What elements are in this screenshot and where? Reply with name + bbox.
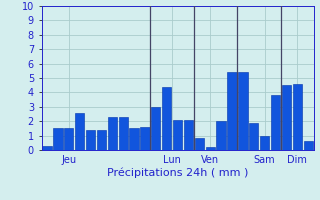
Bar bbox=[217, 121, 226, 150]
Bar bbox=[86, 130, 95, 150]
Bar bbox=[228, 72, 236, 150]
Bar bbox=[282, 85, 291, 150]
Bar bbox=[184, 120, 193, 150]
X-axis label: Précipitations 24h ( mm ): Précipitations 24h ( mm ) bbox=[107, 168, 248, 178]
Bar bbox=[249, 123, 258, 150]
Bar bbox=[108, 117, 117, 150]
Bar bbox=[43, 146, 52, 150]
Bar bbox=[162, 87, 171, 150]
Bar bbox=[75, 113, 84, 150]
Bar bbox=[130, 128, 139, 150]
Bar bbox=[53, 128, 62, 150]
Bar bbox=[151, 107, 160, 150]
Bar bbox=[238, 72, 247, 150]
Bar bbox=[293, 84, 302, 150]
Bar bbox=[64, 128, 73, 150]
Bar bbox=[97, 130, 106, 150]
Bar bbox=[271, 95, 280, 150]
Bar bbox=[140, 127, 149, 150]
Bar bbox=[119, 117, 128, 150]
Bar bbox=[260, 136, 269, 150]
Bar bbox=[195, 138, 204, 150]
Bar bbox=[206, 147, 215, 150]
Bar bbox=[173, 120, 182, 150]
Bar bbox=[304, 141, 313, 150]
